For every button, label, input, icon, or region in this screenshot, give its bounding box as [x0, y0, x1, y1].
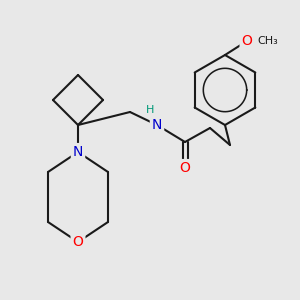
- Text: CH₃: CH₃: [257, 36, 278, 46]
- Text: N: N: [152, 118, 162, 132]
- Text: H: H: [146, 105, 154, 115]
- Text: O: O: [73, 235, 83, 249]
- Text: O: O: [180, 161, 190, 175]
- Text: O: O: [242, 34, 252, 48]
- Text: N: N: [73, 145, 83, 159]
